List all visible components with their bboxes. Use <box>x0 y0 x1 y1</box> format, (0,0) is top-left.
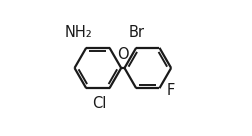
Text: O: O <box>117 47 128 62</box>
Text: NH₂: NH₂ <box>65 25 92 41</box>
Text: Br: Br <box>128 25 144 41</box>
Text: Cl: Cl <box>92 95 106 111</box>
Text: F: F <box>166 83 174 98</box>
